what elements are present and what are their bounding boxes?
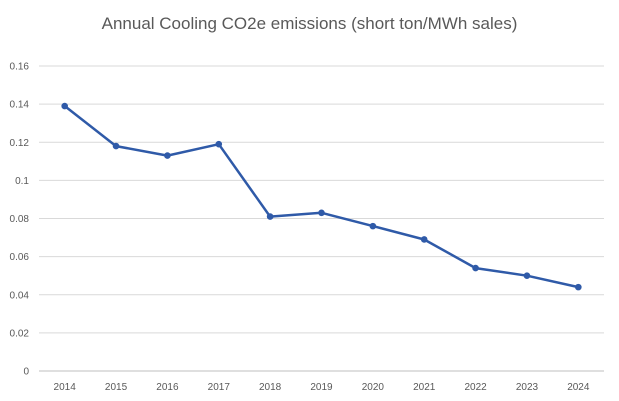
data-point (112, 142, 120, 150)
gridlines (39, 65, 604, 372)
x-tick-label: 2018 (259, 382, 282, 393)
data-point (420, 236, 428, 243)
x-tick-label: 2024 (567, 382, 590, 393)
x-tick-label: 2016 (156, 382, 179, 393)
x-tick-label: 2014 (54, 382, 77, 393)
data-point (318, 209, 325, 217)
y-tick-label: 0.08 (10, 214, 30, 225)
series-line (63, 104, 580, 289)
series-group (61, 102, 582, 291)
y-tick-label: 0.14 (10, 100, 30, 111)
data-point (215, 140, 223, 148)
data-point (61, 102, 68, 110)
x-tick-label: 2021 (413, 382, 436, 393)
y-tick-label: 0.04 (10, 290, 30, 301)
data-point (523, 272, 531, 279)
y-tick-label: 0.02 (10, 328, 30, 339)
data-point (369, 222, 377, 230)
x-tick-label: 2015 (105, 382, 128, 393)
y-tick-label: 0.1 (15, 176, 29, 187)
data-point (266, 213, 274, 220)
x-tick-label: 2020 (362, 382, 385, 393)
y-tick-label: 0.06 (10, 252, 30, 263)
y-axis-ticks: 0 0.02 0.04 0.06 0.08 0.1 0.12 0.14 0.16 (10, 62, 30, 378)
x-tick-label: 2019 (310, 382, 333, 393)
x-axis-ticks: 2014 2015 2016 2017 2018 2019 2020 2021 2022 2023… (54, 382, 590, 393)
chart-title: Annual Cooling CO2e emissions (short ton… (101, 14, 518, 33)
x-tick-label: 2017 (208, 382, 231, 393)
y-tick-label: 0.12 (10, 138, 30, 149)
y-tick-label: 0 (23, 367, 29, 378)
data-point (575, 283, 582, 291)
data-point (164, 152, 171, 159)
x-tick-label: 2022 (464, 382, 487, 393)
data-point (472, 264, 479, 272)
y-tick-label: 0.16 (10, 62, 30, 73)
x-tick-label: 2023 (516, 382, 539, 393)
